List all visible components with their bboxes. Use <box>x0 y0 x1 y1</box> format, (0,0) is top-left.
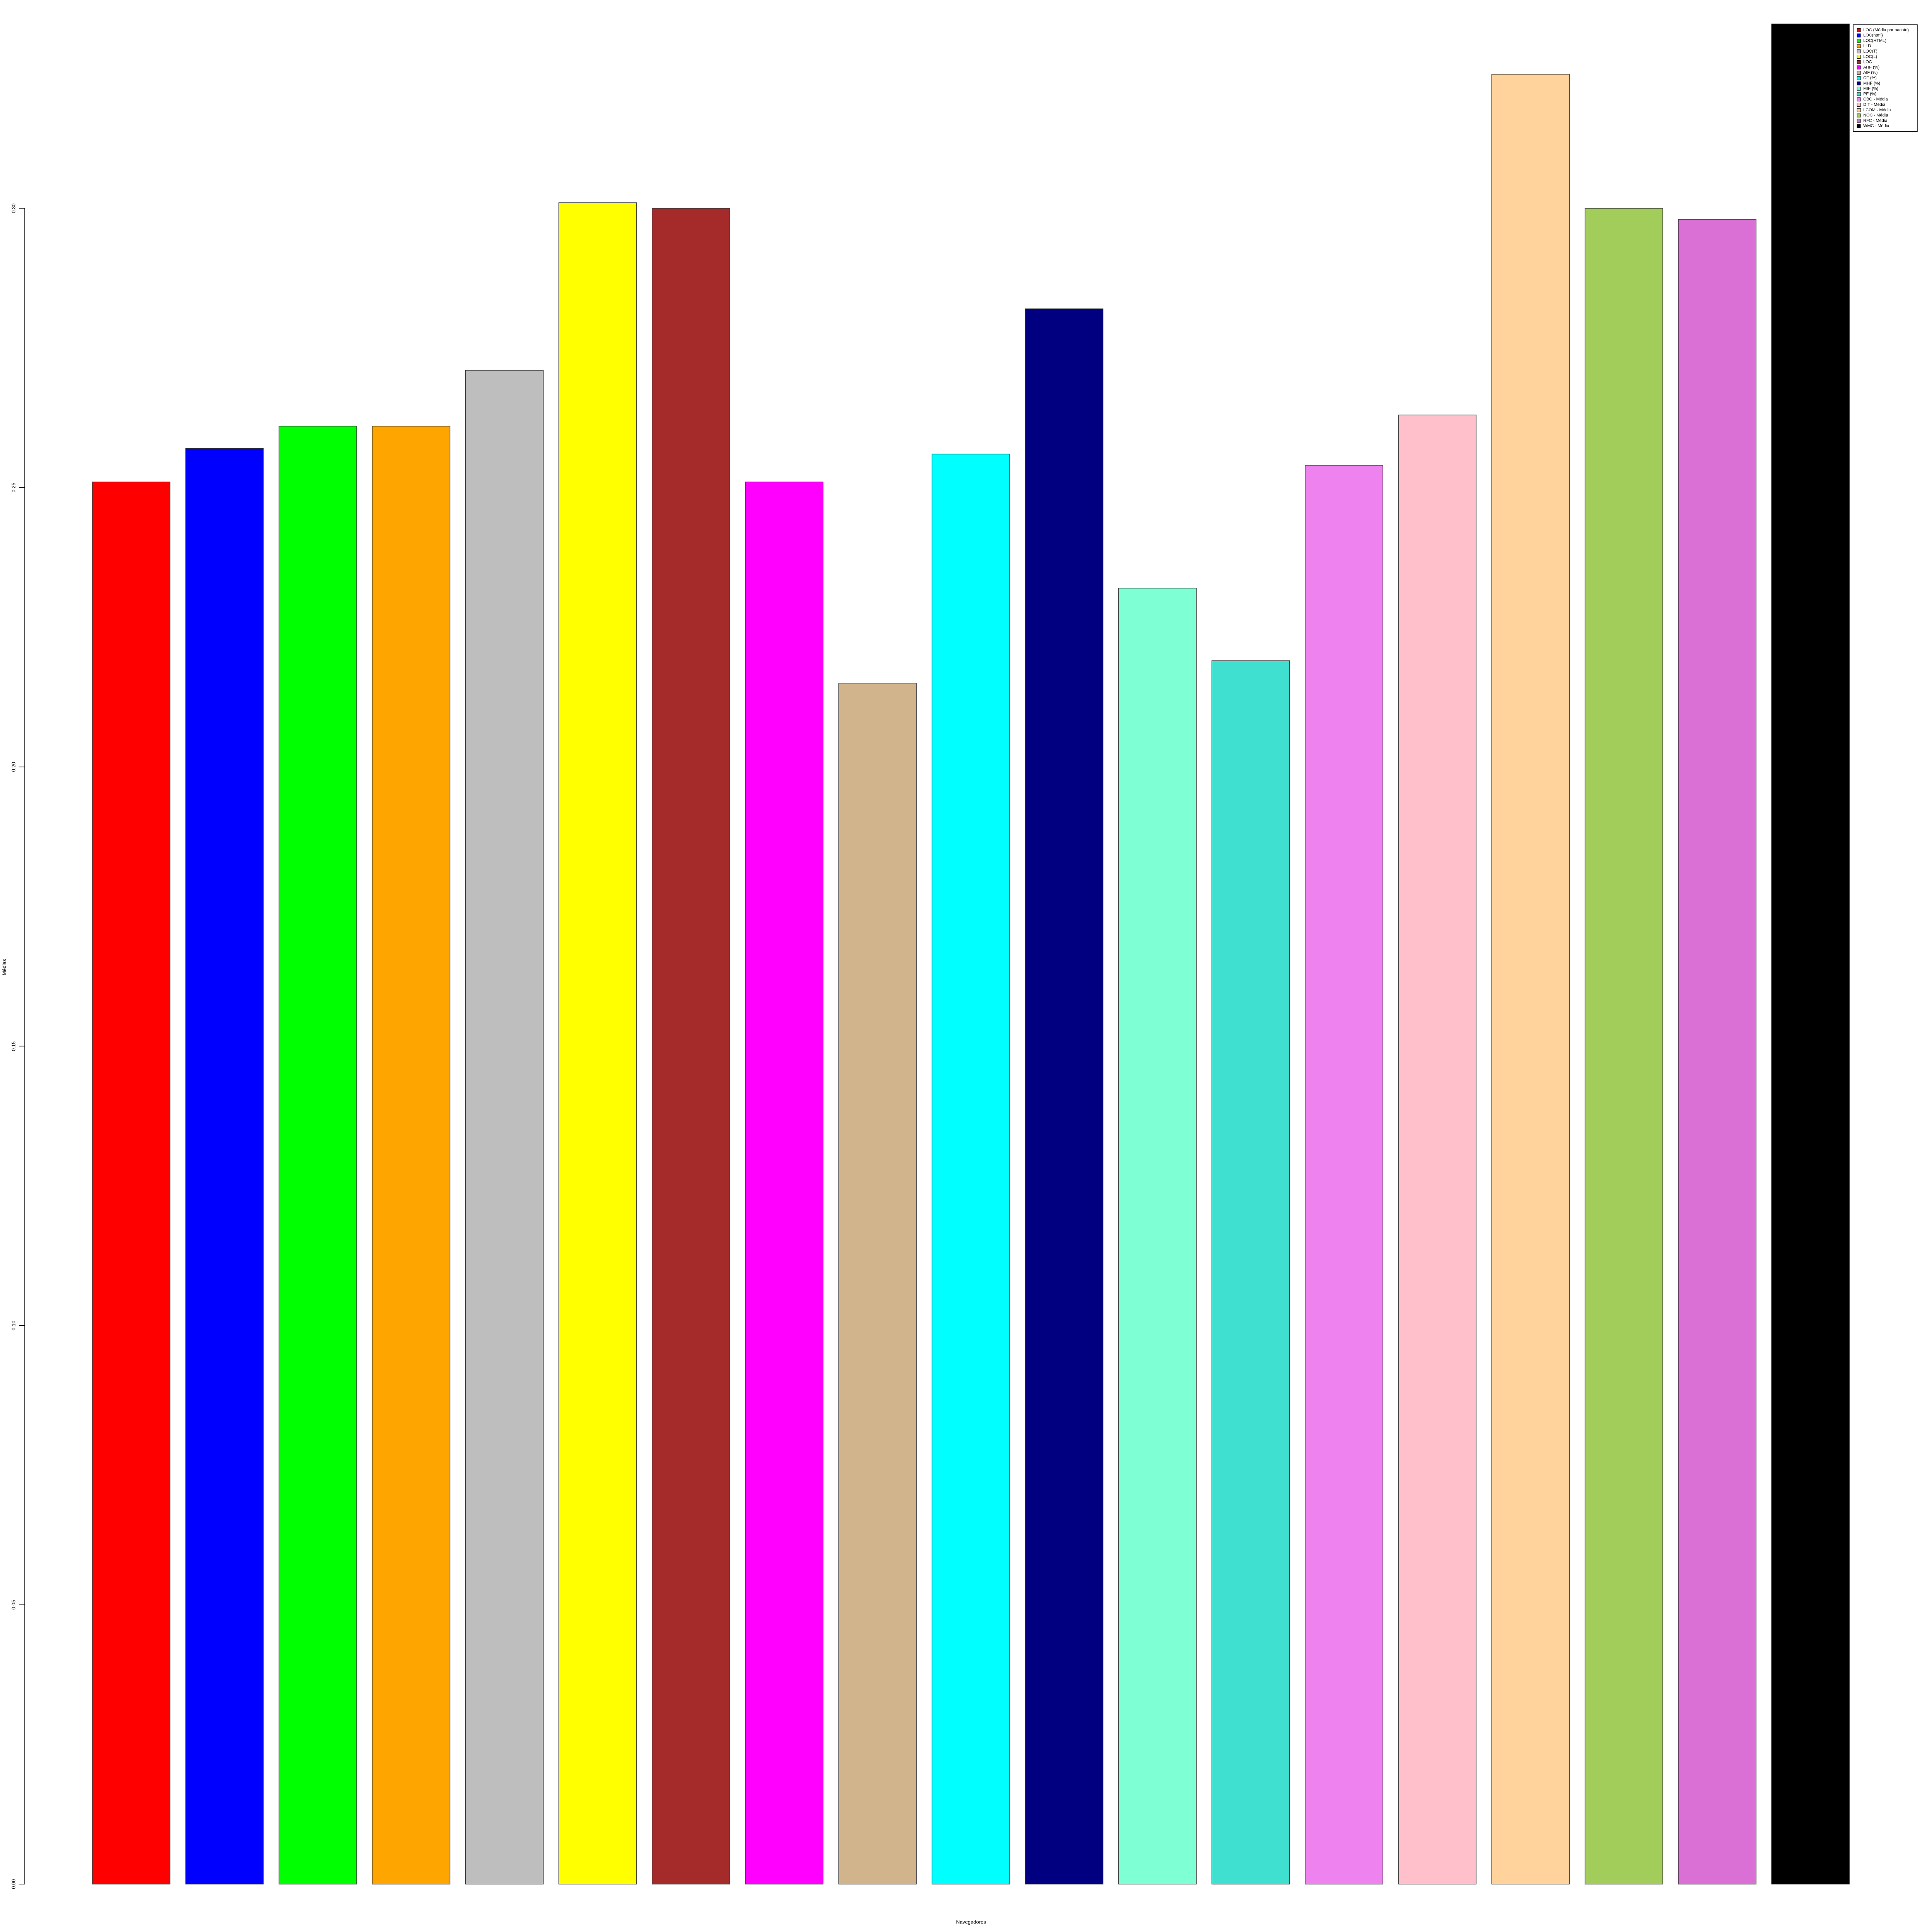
bar <box>185 448 264 1884</box>
legend-swatch <box>1857 39 1861 43</box>
legend-swatch <box>1857 124 1861 128</box>
legend-swatch <box>1857 28 1861 32</box>
bar <box>932 454 1010 1884</box>
legend-label: DIT - Média <box>1863 102 1886 107</box>
y-tick-label: 0.15 <box>10 1041 16 1051</box>
legend-swatch <box>1857 54 1861 59</box>
legend-swatch <box>1857 113 1861 117</box>
legend-label: CF (%) <box>1863 76 1877 80</box>
legend-label: AHF (%) <box>1863 65 1879 70</box>
legend-swatch <box>1857 44 1861 48</box>
legend-label: CBO - Média <box>1863 97 1888 102</box>
bar <box>1211 660 1290 1884</box>
legend-swatch <box>1857 60 1861 64</box>
y-tick-label: 0.05 <box>10 1600 16 1610</box>
bar <box>465 370 544 1884</box>
legend-swatch <box>1857 119 1861 123</box>
legend-label: LLD <box>1863 44 1871 48</box>
legend-label: RFC - Média <box>1863 118 1888 123</box>
bar <box>1678 219 1757 1884</box>
legend-label: MIF (%) <box>1863 87 1878 91</box>
legend-swatch <box>1857 65 1861 70</box>
legend-box <box>1853 24 1918 132</box>
bar <box>651 208 730 1884</box>
bar <box>558 202 637 1884</box>
legend-swatch <box>1857 49 1861 54</box>
legend-label: LOC(T) <box>1863 49 1878 54</box>
legend-label: WMC - Média <box>1863 124 1889 128</box>
x-axis-label: Navegadores <box>956 1919 986 1925</box>
legend-swatch <box>1857 97 1861 102</box>
legend-swatch <box>1857 103 1861 107</box>
legend-swatch <box>1857 76 1861 80</box>
bar <box>279 426 357 1884</box>
legend-label: PF (%) <box>1863 92 1876 96</box>
bar <box>92 481 170 1884</box>
legend-label: LOC <box>1863 60 1872 65</box>
y-tick-label: 0.30 <box>10 203 16 213</box>
legend-label: LOC(HTML) <box>1863 38 1886 43</box>
legend-swatch <box>1857 33 1861 37</box>
legend-swatch <box>1857 71 1861 75</box>
y-axis-label: Médias <box>1 959 7 975</box>
y-tick-label: 0.10 <box>10 1321 16 1330</box>
legend-swatch <box>1857 92 1861 96</box>
legend-label: LOC(L) <box>1863 54 1877 59</box>
legend-swatch <box>1857 87 1861 91</box>
legend-label: LCOM - Média <box>1863 108 1891 112</box>
bar <box>745 481 824 1884</box>
legend-label: MHF (%) <box>1863 81 1880 86</box>
bar <box>1771 24 1850 1884</box>
legend-label: AIF (%) <box>1863 70 1878 75</box>
bar <box>838 683 917 1884</box>
bar <box>1585 208 1663 1884</box>
bar <box>1025 308 1104 1884</box>
y-tick-label: 0.00 <box>10 1879 16 1889</box>
legend-label: NOC - Média <box>1863 113 1888 118</box>
bar <box>1304 465 1383 1884</box>
legend-label: LOC (Média por pacote) <box>1863 28 1909 32</box>
legend-swatch <box>1857 108 1861 112</box>
legend-swatch <box>1857 81 1861 85</box>
y-tick-label: 0.20 <box>10 762 16 772</box>
bar <box>1398 415 1477 1884</box>
y-tick-label: 0.25 <box>10 483 16 492</box>
bar <box>1491 74 1570 1884</box>
bar <box>1118 588 1197 1884</box>
bar <box>372 426 451 1884</box>
legend-label: LOC(html) <box>1863 33 1883 38</box>
